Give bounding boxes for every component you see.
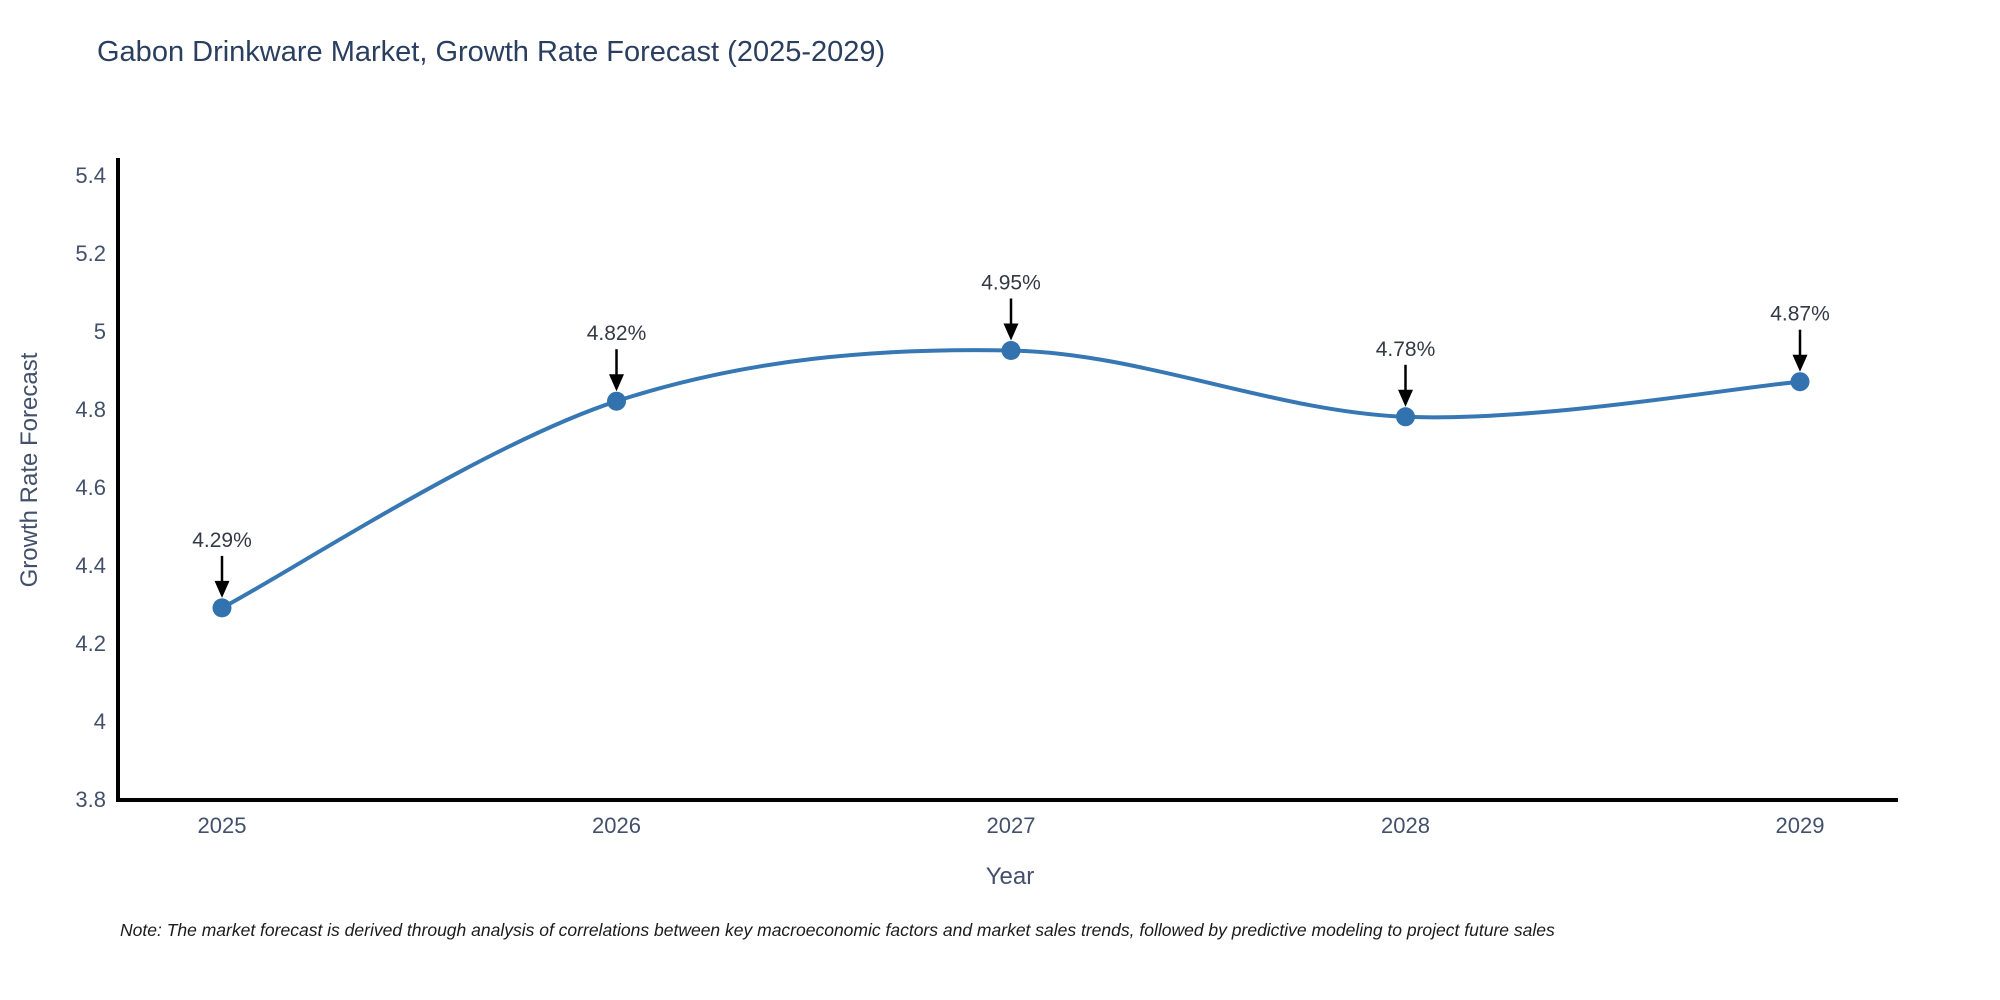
data-point-2025[interactable] [212,598,232,618]
data-point-2026[interactable] [607,391,626,411]
data-point-label: 4.82% [587,322,647,345]
x-tick-label: 2028 [1381,813,1430,838]
y-tick-label: 5.4 [75,163,106,188]
y-tick-label: 3.8 [75,787,106,812]
x-tick-label: 2025 [198,813,247,838]
y-tick-label: 4.4 [75,553,106,578]
annotation-arrow-head [214,580,230,598]
chart-title: Gabon Drinkware Market, Growth Rate Fore… [97,36,886,68]
x-tick-label: 2026 [592,813,641,838]
data-point-label: 4.29% [192,529,252,552]
data-point-label: 4.87% [1770,303,1830,326]
x-tick-label: 2029 [1776,813,1825,838]
y-tick-label: 4.6 [75,475,106,500]
x-axis-title: Year [985,863,1035,890]
data-point-label: 4.95% [981,272,1041,295]
y-tick-label: 5 [94,319,106,344]
data-point-2027[interactable] [1001,341,1021,360]
y-tick-label: 4.2 [75,631,106,656]
annotation-arrow-head [1792,354,1808,372]
data-point-2028[interactable] [1396,407,1415,427]
data-point-label: 4.78% [1376,338,1436,361]
annotation-arrow-head [1398,389,1413,407]
y-tick-label: 5.2 [75,241,106,266]
forecast-line [220,348,1802,610]
data-point-2029[interactable] [1790,372,1810,392]
y-tick-label: 4.8 [75,397,106,422]
annotation-arrow-head [1003,323,1019,341]
footnote-text: Note: The market forecast is derived thr… [120,920,1555,940]
y-tick-label: 4 [94,709,106,734]
x-tick-label: 2027 [987,813,1036,838]
annotation-arrow-head [609,374,624,392]
